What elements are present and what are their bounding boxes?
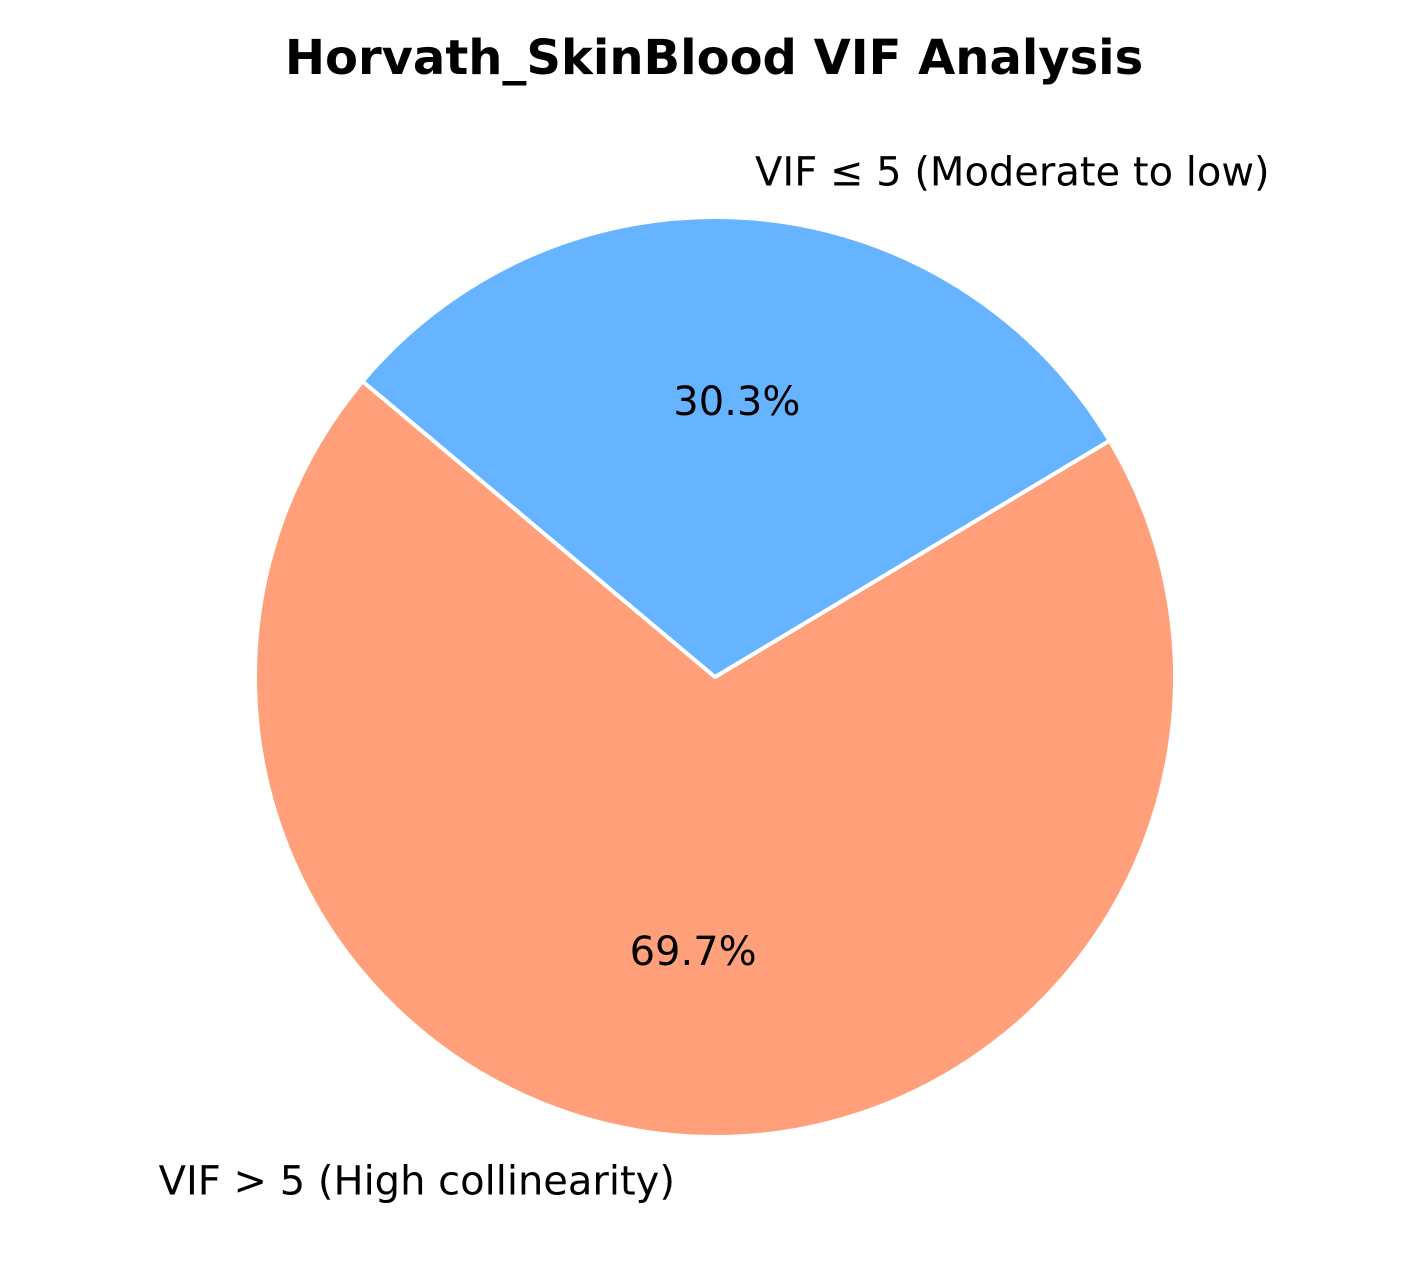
pie-percent-label-0: 69.7% (630, 929, 757, 975)
pie-slices (253, 215, 1177, 1139)
pie-slice-0 (253, 379, 1177, 1139)
pie-slice-1 (360, 215, 1112, 679)
pie-percent-label-1: 30.3% (673, 379, 800, 425)
pie-category-label-0: VIF > 5 (High collinearity) (159, 1158, 675, 1204)
pie-labels: 69.7% VIF > 5 (High collinearity) 30.3% VIF… (159, 150, 1270, 1205)
chart-title: Horvath_SkinBlood VIF Analysis (285, 30, 1143, 86)
pie-category-label-1: VIF ≤ 5 (Moderate to low) (755, 150, 1270, 196)
